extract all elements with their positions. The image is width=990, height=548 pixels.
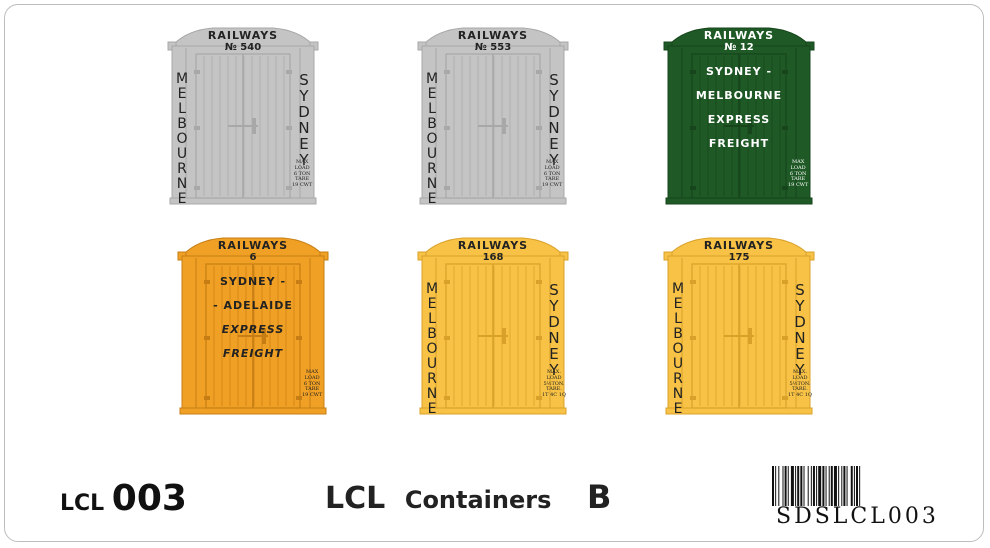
container-number: 6 (249, 252, 257, 263)
container-railways-label: RAILWAYS (207, 29, 279, 42)
container-max-load: MAX LOAD 6 TON TARE 19 CWT (292, 159, 313, 188)
container-max-load: MAX LOAD 6 TON TARE 19 CWT (302, 369, 323, 398)
product-title-lcl: LCL (325, 481, 386, 516)
container-number: № 12 (724, 42, 754, 53)
container-body (177, 237, 329, 415)
product-title: LCL Containers B (325, 478, 611, 516)
container-body (417, 27, 569, 205)
container-553: RAILWAYS № 553 M E L B O U R N E S Y D N E Y MAX LOAD 6 T… (417, 26, 569, 207)
barcode-icon (772, 466, 861, 506)
barcode-text: SDSLCL003 (776, 504, 939, 529)
container-center-line: EXPRESS (707, 113, 771, 126)
container-center-line: SYDNEY - (219, 275, 287, 288)
container-railways-label: RAILWAYS (457, 239, 529, 252)
container-center-line: EXPRESS (221, 323, 285, 336)
container-railways-label: RAILWAYS (703, 239, 775, 252)
container-body (663, 27, 815, 205)
container-center-line: SYDNEY - (705, 65, 773, 78)
container-max-load: MAX. LOAD 5½TON. TARE. 1T 4C 1Q (542, 369, 566, 398)
container-railways-label: RAILWAYS (703, 29, 775, 42)
container-body (167, 27, 319, 205)
container-body (417, 237, 569, 415)
sheet-border (4, 4, 984, 542)
container-number: № 553 (474, 42, 512, 53)
product-title-containers: Containers (404, 486, 552, 514)
container-max-load: MAX. LOAD 5½TON. TARE. 1T 4C 1Q (788, 369, 812, 398)
container-railways-label: RAILWAYS (457, 29, 529, 42)
container-number: № 540 (224, 42, 262, 53)
container-540: RAILWAYS № 540 M E L B O U R N E S Y D N E Y MAX LOAD 6 T… (167, 26, 319, 207)
container-175: RAILWAYS 175 M E L B O U R N E S Y D N E Y MAX. LOAD 5½TO… (663, 236, 815, 417)
container-168: RAILWAYS 168 M E L B O U R N E S Y D N E Y MAX. LOAD 5½TO… (417, 236, 569, 417)
product-code-number: 003 (111, 478, 187, 519)
container-12: RAILWAYS № 12 SYDNEY - MELBOURNE EXPRESS FREI… (663, 26, 815, 206)
product-title-series: B (586, 478, 612, 516)
container-number: 175 (728, 252, 750, 263)
container-center-line: - ADELAIDE (213, 299, 293, 312)
container-center-line: FREIGHT (708, 137, 770, 150)
container-max-load: MAX LOAD 6 TON TARE 19 CWT (542, 159, 563, 188)
product-code: LCL 003 (60, 478, 187, 519)
container-6: RAILWAYS 6 SYDNEY - - ADELAIDE EXPRESS FREIGH… (177, 236, 329, 416)
container-center-line: FREIGHT (222, 347, 284, 360)
container-center-line: MELBOURNE (695, 89, 783, 102)
container-number: 168 (482, 252, 504, 263)
product-code-prefix: LCL (60, 491, 105, 516)
container-max-load: MAX LOAD 6 TON TARE 19 CWT (788, 159, 809, 188)
container-body (663, 237, 815, 415)
container-railways-label: RAILWAYS (217, 239, 289, 252)
